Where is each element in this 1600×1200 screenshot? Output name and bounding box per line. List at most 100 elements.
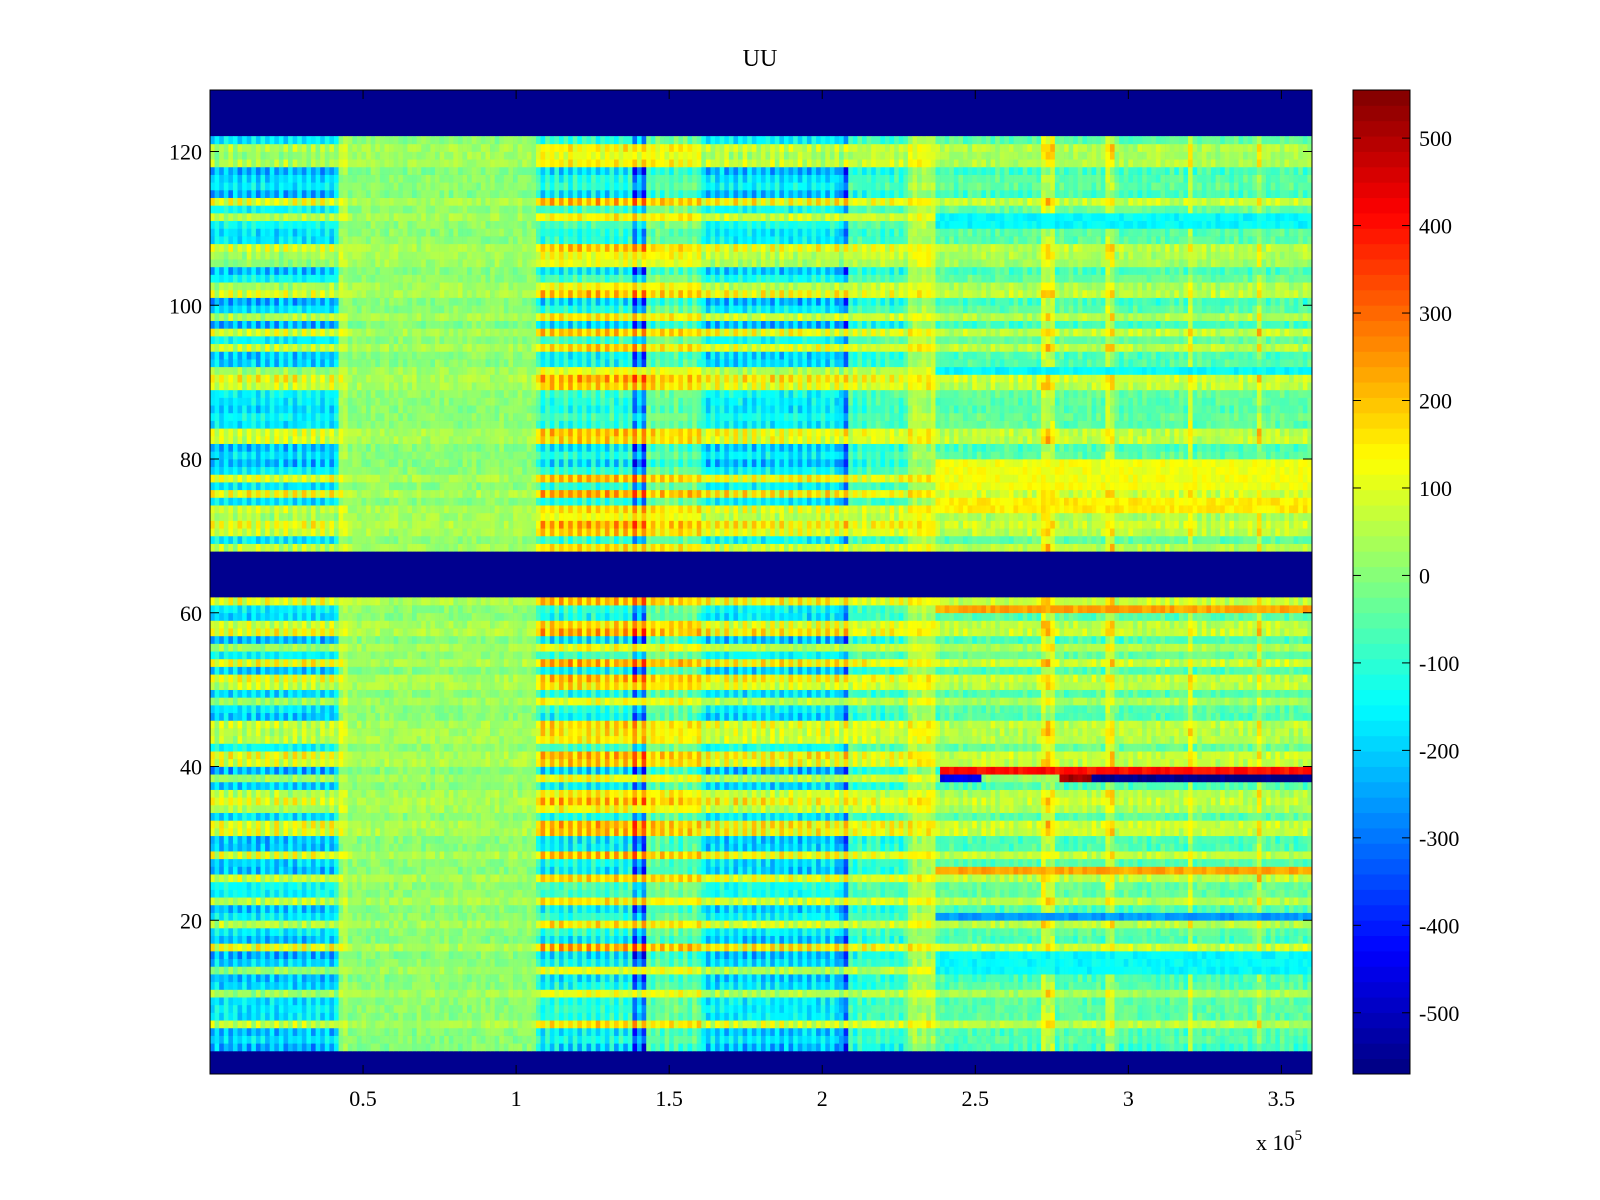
heatmap-cell — [720, 959, 725, 967]
heatmap-cell — [343, 905, 348, 913]
heatmap-cell — [1101, 1005, 1106, 1013]
heatmap-cell — [761, 974, 766, 982]
heatmap-cell — [444, 890, 449, 898]
heatmap-cell — [233, 1043, 238, 1051]
heatmap-cell — [1037, 905, 1042, 913]
heatmap-cell — [935, 1043, 940, 1051]
heatmap-cell — [991, 1013, 996, 1021]
heatmap-cell — [816, 897, 821, 905]
heatmap-cell — [283, 966, 288, 974]
heatmap-cell — [495, 905, 500, 913]
heatmap-cell — [720, 936, 725, 944]
heatmap-cell — [1206, 936, 1211, 944]
heatmap-cell — [375, 913, 380, 921]
heatmap-cell — [1069, 997, 1074, 1005]
heatmap-cell — [738, 1005, 743, 1013]
heatmap-cell — [559, 989, 564, 997]
heatmap-cell — [646, 897, 651, 905]
heatmap-cell — [564, 890, 569, 898]
heatmap-cell — [917, 1043, 922, 1051]
heatmap-cell — [261, 1013, 266, 1021]
heatmap-cell — [981, 913, 986, 921]
heatmap-cell — [609, 928, 614, 936]
heatmap-cell — [825, 897, 830, 905]
heatmap-cell — [1197, 1043, 1202, 1051]
heatmap-cell — [417, 943, 422, 951]
heatmap-cell — [683, 997, 688, 1005]
heatmap-cell — [862, 997, 867, 1005]
heatmap-cell — [733, 951, 738, 959]
heatmap-cell — [325, 913, 330, 921]
heatmap-cell — [821, 943, 826, 951]
heatmap-cell — [880, 974, 885, 982]
heatmap-cell — [968, 1043, 973, 1051]
heatmap-cell — [573, 982, 578, 990]
heatmap-cell — [1138, 989, 1143, 997]
heatmap-cell — [325, 989, 330, 997]
heatmap-cell — [577, 913, 582, 921]
heatmap-cell — [394, 936, 399, 944]
heatmap-cell — [467, 1043, 472, 1051]
heatmap-cell — [481, 1036, 486, 1044]
heatmap-cell — [1261, 928, 1266, 936]
heatmap-cell — [1275, 1005, 1280, 1013]
heatmap-cell — [1055, 1020, 1060, 1028]
heatmap-cell — [1275, 1020, 1280, 1028]
heatmap-cell — [412, 920, 417, 928]
heatmap-cell — [288, 943, 293, 951]
heatmap-cell — [352, 966, 357, 974]
heatmap-cell — [247, 1020, 252, 1028]
heatmap-cell — [600, 905, 605, 913]
heatmap-cell — [1298, 920, 1303, 928]
heatmap-cell — [449, 1020, 454, 1028]
heatmap-cell — [320, 1005, 325, 1013]
heatmap-cell — [1092, 1020, 1097, 1028]
heatmap-cell — [991, 897, 996, 905]
heatmap-cell — [1216, 1028, 1221, 1036]
heatmap-cell — [775, 966, 780, 974]
heatmap-cell — [637, 1043, 642, 1051]
heatmap-cell — [357, 974, 362, 982]
heatmap-cell — [1165, 897, 1170, 905]
heatmap-cell — [398, 1043, 403, 1051]
heatmap-cell — [1280, 1013, 1285, 1021]
heatmap-cell — [233, 920, 238, 928]
heatmap-cell — [1128, 1020, 1133, 1028]
heatmap-cell — [463, 1013, 468, 1021]
heatmap-cell — [880, 943, 885, 951]
heatmap-cell — [1046, 890, 1051, 898]
heatmap-cell — [1032, 974, 1037, 982]
heatmap-cell — [913, 997, 918, 1005]
heatmap-cell — [972, 1005, 977, 1013]
heatmap-cell — [1294, 1043, 1299, 1051]
heatmap-cell — [623, 1020, 628, 1028]
heatmap-cell — [899, 913, 904, 921]
heatmap-cell — [885, 920, 890, 928]
heatmap-cell — [320, 997, 325, 1005]
heatmap-cell — [1266, 1013, 1271, 1021]
heatmap-cell — [265, 897, 270, 905]
heatmap-cell — [339, 959, 344, 967]
heatmap-cell — [926, 920, 931, 928]
heatmap-cell — [830, 936, 835, 944]
heatmap-cell — [545, 982, 550, 990]
heatmap-cell — [357, 966, 362, 974]
heatmap-cell — [816, 1036, 821, 1044]
heatmap-cell — [499, 936, 504, 944]
heatmap-cell — [949, 989, 954, 997]
heatmap-cell — [357, 997, 362, 1005]
heatmap-cell — [311, 897, 316, 905]
heatmap-cell — [632, 982, 637, 990]
heatmap-cell — [421, 1020, 426, 1028]
heatmap-cell — [403, 966, 408, 974]
heatmap-cell — [867, 1005, 872, 1013]
heatmap-cell — [908, 951, 913, 959]
heatmap-cell — [1160, 936, 1165, 944]
heatmap-cell — [991, 913, 996, 921]
heatmap-cell — [899, 989, 904, 997]
heatmap-cell — [880, 997, 885, 1005]
heatmap-cell — [931, 989, 936, 997]
heatmap-cell — [1078, 1020, 1083, 1028]
heatmap-cell — [1133, 951, 1138, 959]
heatmap-cell — [288, 997, 293, 1005]
